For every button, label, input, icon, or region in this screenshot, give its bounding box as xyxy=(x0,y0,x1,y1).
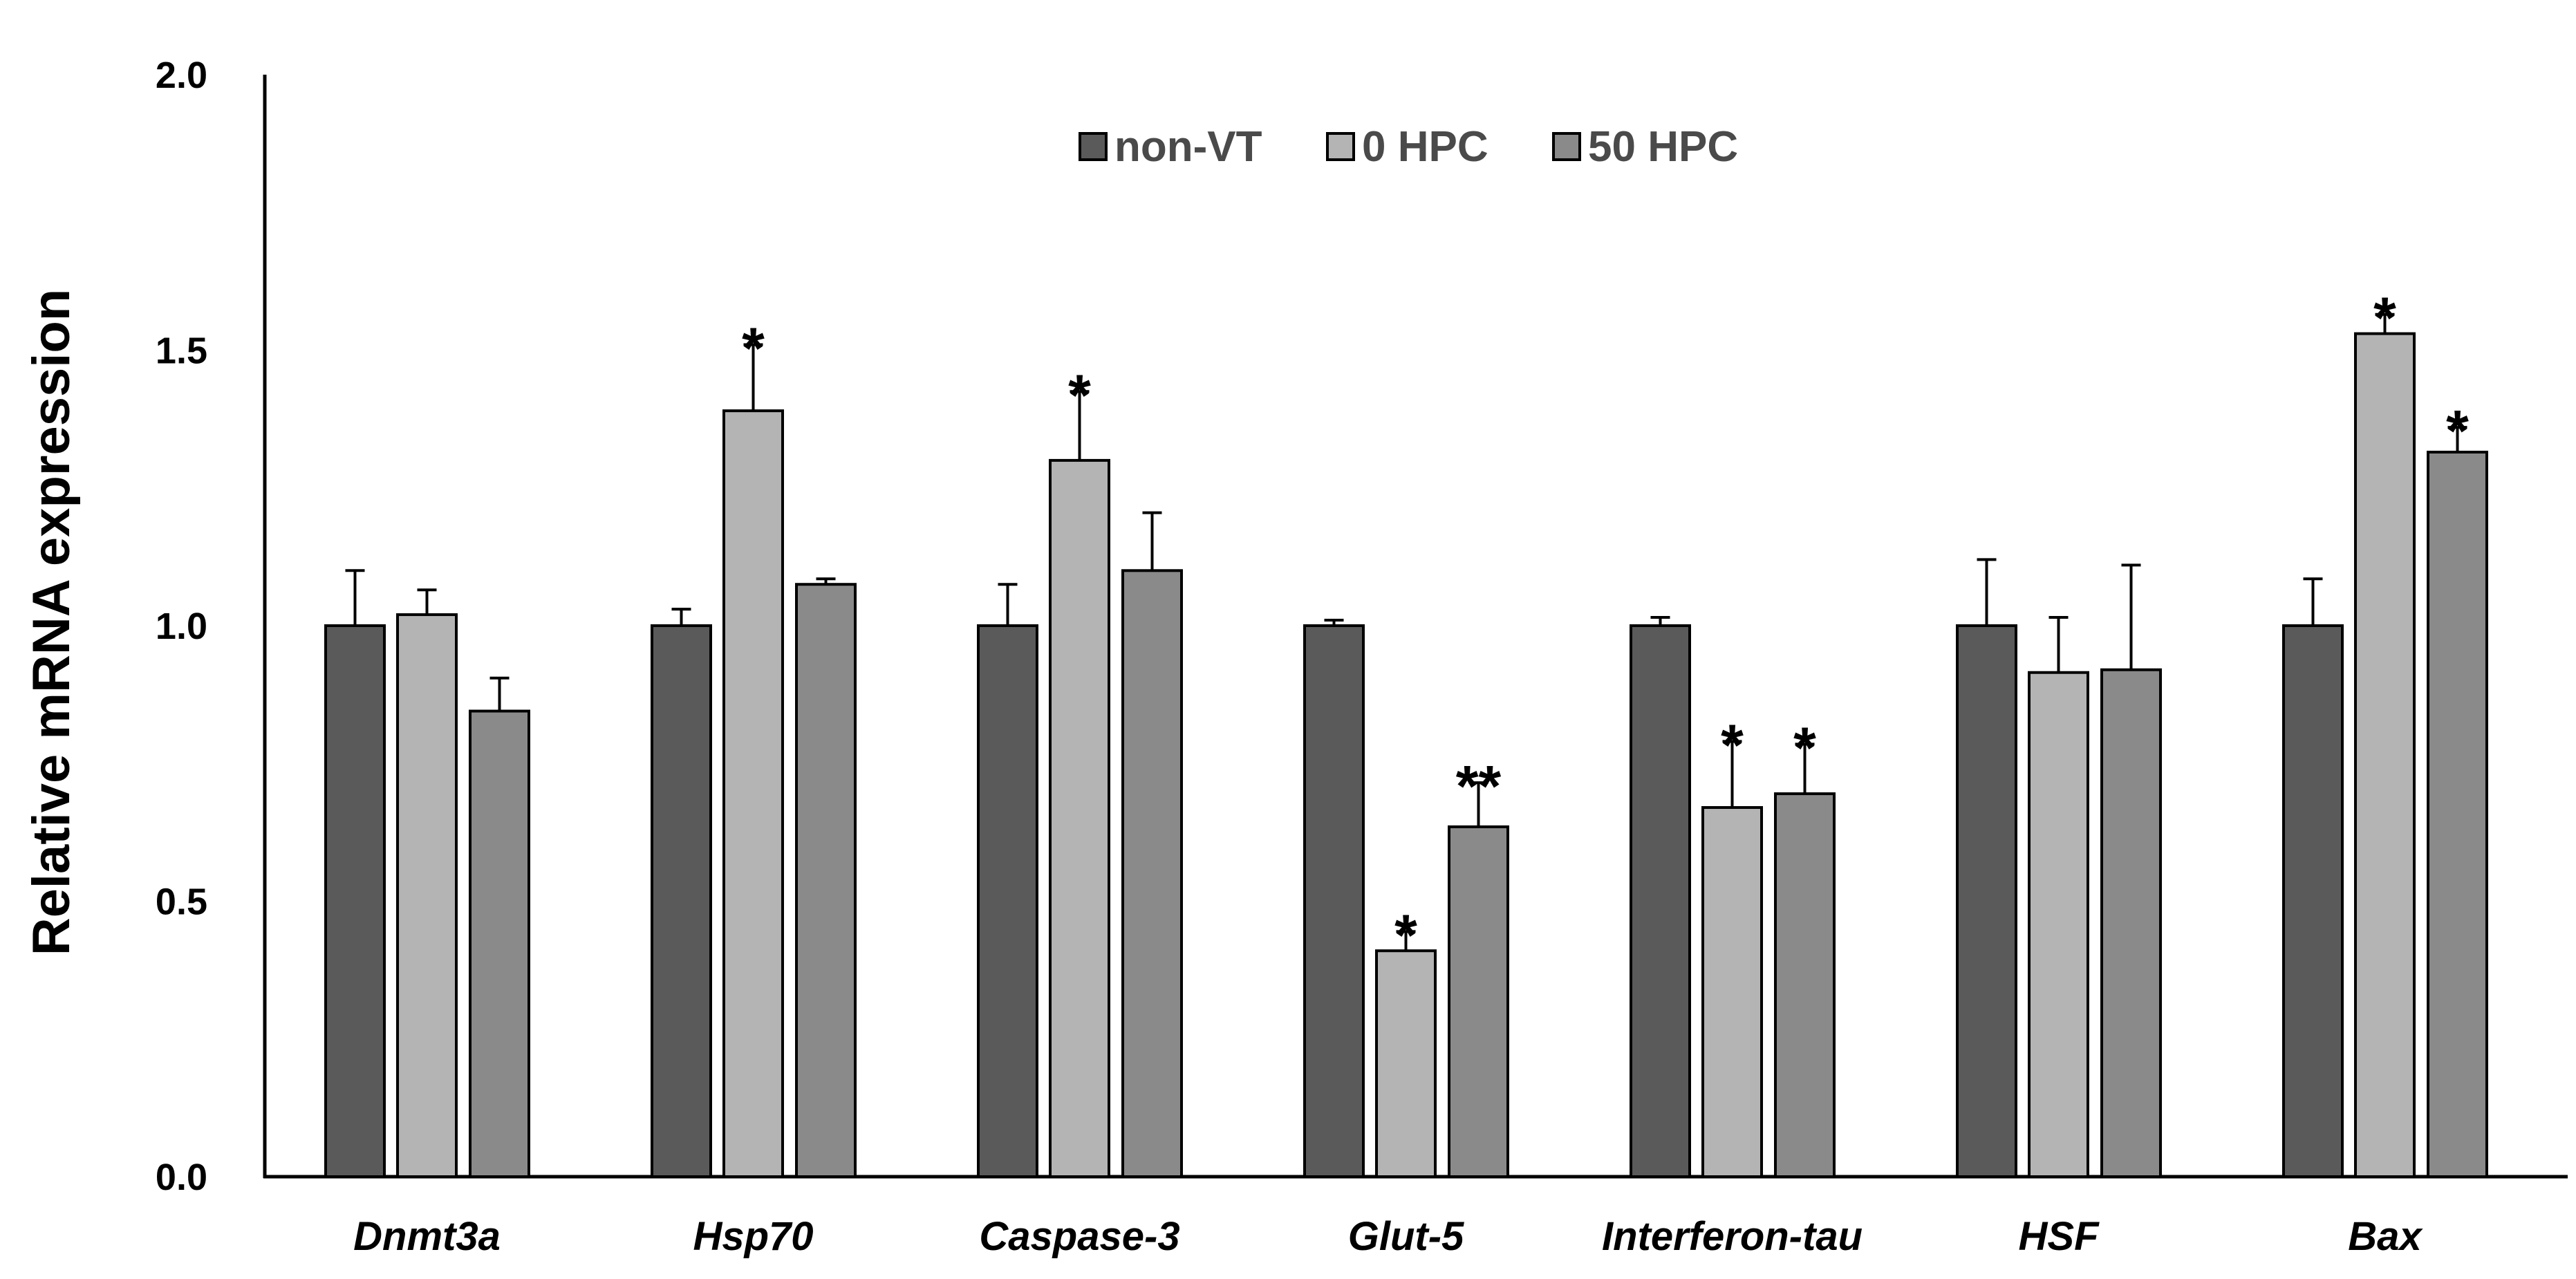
legend-swatch xyxy=(1552,132,1581,161)
bar-0-hpc xyxy=(396,613,458,1178)
legend-label: 0 HPC xyxy=(1362,123,1488,171)
significance-marker: * xyxy=(1068,362,1091,427)
bar-non-vt xyxy=(324,624,386,1178)
bar-non-vt xyxy=(1303,624,1365,1178)
bar-0-hpc xyxy=(1701,806,1763,1178)
bar-50-hpc xyxy=(2427,450,2488,1179)
x-tick-label: Bax xyxy=(2348,1214,2423,1259)
x-tick-label: HSF xyxy=(2019,1214,2100,1259)
x-tick-label: Caspase-3 xyxy=(979,1214,1179,1259)
significance-marker: * xyxy=(1793,715,1816,780)
bars: ****** *** xyxy=(324,286,2488,1179)
significance-marker: * xyxy=(742,316,765,381)
bar-50-hpc xyxy=(469,709,530,1179)
x-tick-label: Hsp70 xyxy=(693,1214,813,1259)
significance-marker: * xyxy=(2446,398,2469,463)
legend-swatch xyxy=(1079,132,1108,161)
bar-50-hpc xyxy=(2100,668,2162,1178)
bar-50-hpc xyxy=(1774,792,1836,1178)
significance-marker: * xyxy=(1394,902,1417,967)
bar-50-hpc xyxy=(1448,825,1509,1179)
bar-non-vt xyxy=(651,624,712,1178)
legend-swatch xyxy=(1326,132,1355,161)
y-tick-label: 0.0 xyxy=(156,1157,207,1198)
x-tick-label: Glut-5 xyxy=(1348,1214,1464,1259)
bar-0-hpc xyxy=(2354,332,2416,1179)
y-axis: 0.0 0.5 1.0 1.5 2.0 xyxy=(156,55,267,1198)
x-tick-label: Dnmt3a xyxy=(353,1214,501,1259)
x-tick-label: Interferon-tau xyxy=(1602,1214,1863,1259)
bar-50-hpc xyxy=(1121,569,1183,1178)
bar-non-vt xyxy=(1630,624,1691,1178)
bar-0-hpc xyxy=(1049,458,1110,1178)
y-tick-label: 1.5 xyxy=(156,330,207,372)
bar-0-hpc xyxy=(1375,949,1437,1178)
significance-marker: * xyxy=(2373,286,2396,351)
bar-non-vt xyxy=(977,624,1038,1178)
y-axis-label: Relative mRNA expression xyxy=(22,289,81,955)
x-axis: Dnmt3a Hsp70 Caspase-3 Glut-5 Interferon-tau… xyxy=(263,1175,2568,1259)
y-tick-label: 1.0 xyxy=(156,606,207,647)
significance-marker: * xyxy=(1721,712,1744,777)
bar-0-hpc xyxy=(722,409,784,1178)
legend-label: 50 HPC xyxy=(1588,123,1738,171)
legend-label: non-VT xyxy=(1114,123,1262,171)
legend: non-VT 0 HPC 50 HPC xyxy=(1079,123,1738,171)
y-tick-label: 0.5 xyxy=(156,881,207,923)
y-tick-label: 2.0 xyxy=(156,55,207,96)
significance-marker: ** xyxy=(1456,754,1502,819)
bar-50-hpc xyxy=(795,583,857,1178)
bar-0-hpc xyxy=(2028,671,2089,1178)
bar-non-vt xyxy=(2282,624,2344,1178)
bar-non-vt xyxy=(1956,624,2017,1178)
